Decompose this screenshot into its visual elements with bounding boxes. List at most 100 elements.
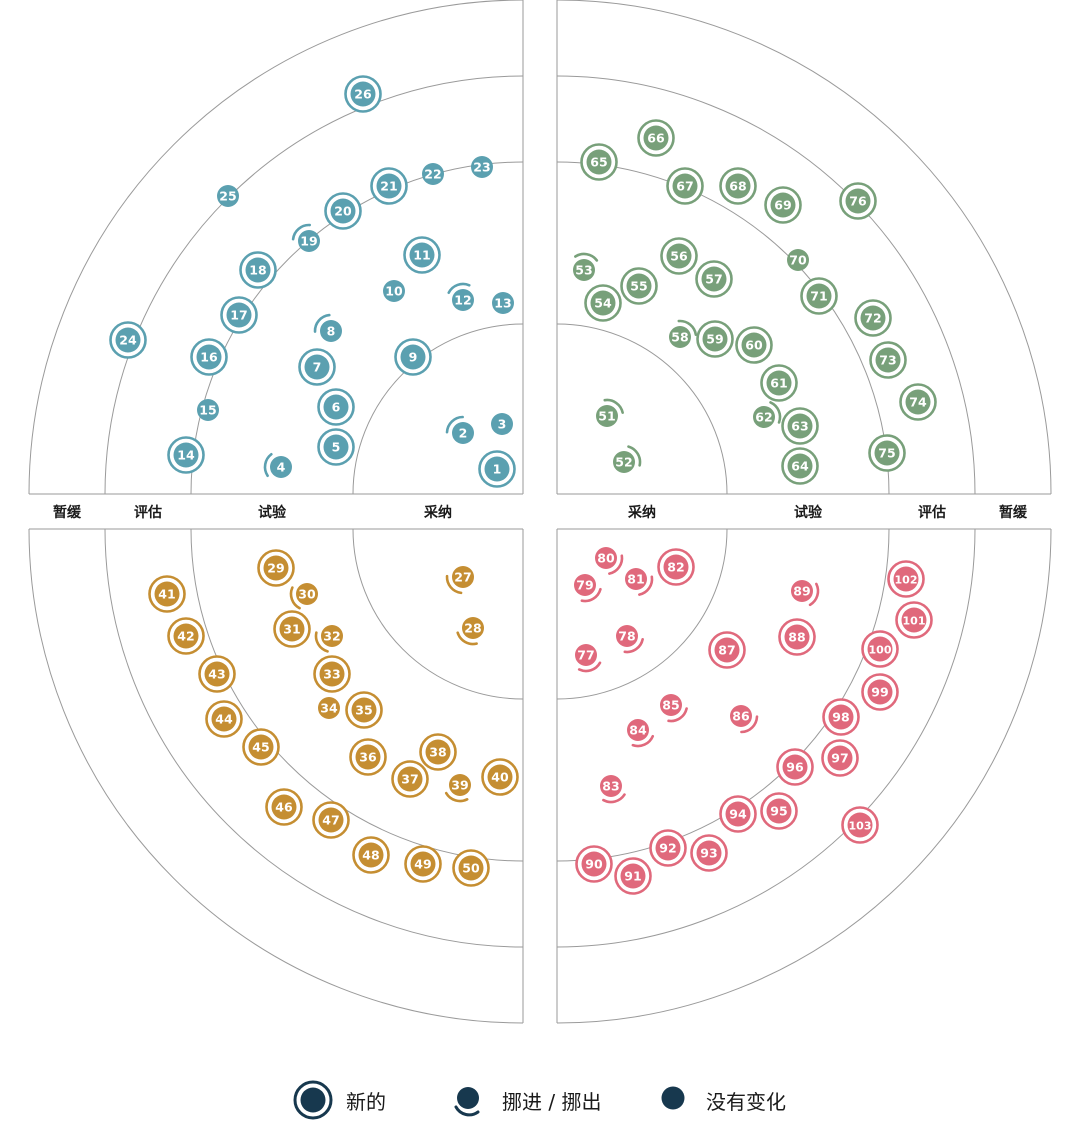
blip-98[interactable]: 98 [822,698,860,736]
blip-16[interactable]: 16 [190,338,228,376]
blip-84[interactable]: 84 [627,719,655,748]
blip-21[interactable]: 21 [370,167,408,205]
blip-26[interactable]: 26 [344,75,382,113]
blip-7[interactable]: 7 [298,348,336,386]
blip-63[interactable]: 63 [781,407,819,445]
blip-12[interactable]: 12 [447,282,474,311]
blip-48[interactable]: 48 [352,836,390,874]
blip-3[interactable]: 3 [491,413,513,435]
blip-40[interactable]: 40 [481,758,519,796]
blip-47[interactable]: 47 [312,801,350,839]
blip-93[interactable]: 93 [690,834,728,872]
blip-42[interactable]: 42 [167,617,205,655]
blip-72[interactable]: 72 [854,299,892,337]
blip-10[interactable]: 10 [383,280,405,302]
blip-82[interactable]: 82 [657,548,695,586]
blip-95[interactable]: 95 [760,792,798,830]
blip-76[interactable]: 76 [839,182,877,220]
blip-35[interactable]: 35 [345,691,383,729]
blip-89[interactable]: 89 [791,580,820,607]
blip-99[interactable]: 99 [861,673,899,711]
blip-37[interactable]: 37 [391,760,429,798]
blip-1[interactable]: 1 [478,450,516,488]
blip-69[interactable]: 69 [764,186,802,224]
blip-56[interactable]: 56 [660,237,698,275]
blip-13[interactable]: 13 [492,292,514,314]
blip-6[interactable]: 6 [317,388,355,426]
blip-43[interactable]: 43 [198,655,236,693]
blip-77[interactable]: 77 [575,644,602,673]
blip-17[interactable]: 17 [220,296,258,334]
blip-38[interactable]: 38 [419,733,457,771]
blip-51[interactable]: 51 [596,398,624,427]
blip-58[interactable]: 58 [669,319,698,348]
blip-18[interactable]: 18 [239,251,277,289]
blip-68[interactable]: 68 [719,167,757,205]
blip-86[interactable]: 86 [730,705,759,734]
blip-94[interactable]: 94 [719,795,757,833]
blip-59[interactable]: 59 [696,320,734,358]
blip-81[interactable]: 81 [625,568,654,596]
blip-67[interactable]: 67 [666,167,704,205]
blip-19[interactable]: 19 [291,223,320,252]
blip-52[interactable]: 52 [613,445,642,473]
blip-61[interactable]: 61 [760,364,798,402]
blip-31[interactable]: 31 [273,610,311,648]
blip-46[interactable]: 46 [265,788,303,826]
blip-44[interactable]: 44 [205,700,243,738]
blip-45[interactable]: 45 [242,728,280,766]
blip-11[interactable]: 11 [403,236,441,274]
blip-32[interactable]: 32 [314,625,343,653]
blip-33[interactable]: 33 [313,655,351,693]
blip-97[interactable]: 97 [821,739,859,777]
blip-80[interactable]: 80 [595,547,624,575]
blip-100[interactable]: 100 [861,630,899,668]
blip-87[interactable]: 87 [708,631,746,669]
blip-79[interactable]: 79 [574,574,602,603]
blip-92[interactable]: 92 [649,829,687,867]
blip-73[interactable]: 73 [869,341,907,379]
blip-39[interactable]: 39 [444,774,471,803]
blip-22[interactable]: 22 [422,163,444,185]
blip-9[interactable]: 9 [394,338,432,376]
blip-88[interactable]: 88 [778,618,816,656]
blip-30[interactable]: 30 [289,583,318,610]
blip-49[interactable]: 49 [404,845,442,883]
blip-25[interactable]: 25 [217,185,239,207]
blip-71[interactable]: 71 [800,277,838,315]
blip-85[interactable]: 85 [660,694,688,723]
blip-64[interactable]: 64 [781,447,819,485]
blip-27[interactable]: 27 [445,566,474,595]
blip-62[interactable]: 62 [753,401,782,428]
blip-103[interactable]: 103 [841,806,879,844]
blip-91[interactable]: 91 [614,857,652,895]
blip-101[interactable]: 101 [895,601,933,639]
blip-2[interactable]: 2 [445,415,474,444]
blip-70[interactable]: 70 [787,249,809,271]
blip-5[interactable]: 5 [317,428,355,466]
blip-74[interactable]: 74 [899,383,937,421]
blip-55[interactable]: 55 [620,267,658,305]
blip-4[interactable]: 4 [263,452,292,478]
blip-28[interactable]: 28 [456,617,484,646]
blip-15[interactable]: 15 [197,399,219,421]
blip-57[interactable]: 57 [695,260,733,298]
blip-78[interactable]: 78 [616,625,644,654]
blip-29[interactable]: 29 [257,549,295,587]
blip-102[interactable]: 102 [887,560,925,598]
blip-75[interactable]: 75 [868,434,906,472]
blip-83[interactable]: 83 [600,775,626,804]
blip-23[interactable]: 23 [471,156,493,178]
blip-66[interactable]: 66 [637,119,675,157]
blip-65[interactable]: 65 [580,143,618,181]
blip-8[interactable]: 8 [313,313,342,342]
blip-34[interactable]: 34 [318,697,340,719]
blip-24[interactable]: 24 [109,321,147,359]
blip-36[interactable]: 36 [349,738,387,776]
blip-41[interactable]: 41 [148,575,186,613]
blip-50[interactable]: 50 [452,849,490,887]
blip-54[interactable]: 54 [584,284,622,322]
blip-20[interactable]: 20 [324,192,362,230]
blip-90[interactable]: 90 [575,845,613,883]
blip-60[interactable]: 60 [735,326,773,364]
